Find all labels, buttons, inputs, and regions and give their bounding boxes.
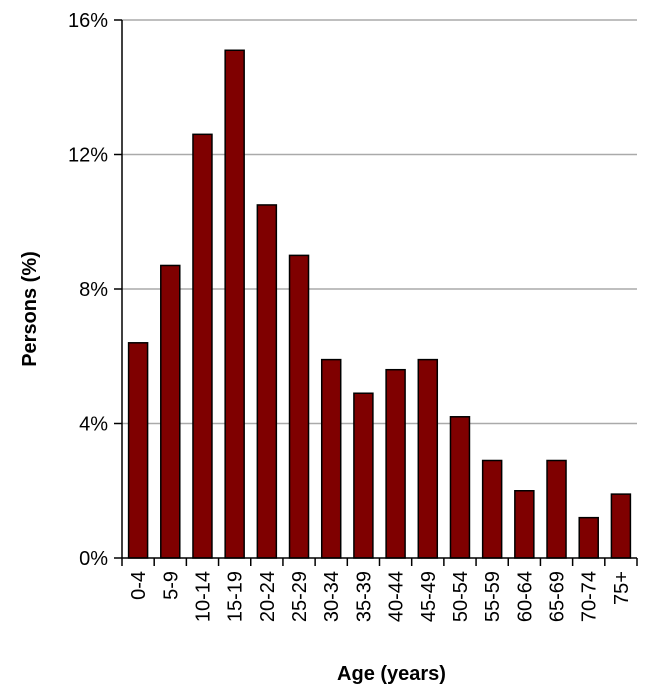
x-tick-label: 35-39 bbox=[353, 571, 375, 622]
x-tick-label: 15-19 bbox=[225, 571, 247, 622]
x-tick-label: 5-9 bbox=[160, 571, 182, 600]
x-tick-label: 50-54 bbox=[450, 571, 472, 622]
x-tick-label: 45-49 bbox=[418, 571, 440, 622]
bar-45-49 bbox=[417, 358, 439, 559]
bar-60-64 bbox=[514, 490, 535, 559]
y-tick-label: 8% bbox=[79, 279, 108, 301]
x-tick-label: 70-74 bbox=[579, 571, 601, 622]
y-axis-title: Persons (%) bbox=[19, 251, 41, 367]
x-tick-label: 55-59 bbox=[482, 571, 504, 622]
bar-20-24 bbox=[256, 204, 278, 559]
x-tick-label: 30-34 bbox=[321, 571, 343, 622]
bar-75+ bbox=[610, 493, 632, 559]
x-tick-label: 40-44 bbox=[386, 571, 408, 622]
x-tick-label: 65-69 bbox=[547, 571, 569, 622]
x-tick-label: 60-64 bbox=[514, 571, 536, 622]
bar-50-54 bbox=[449, 416, 471, 559]
bar-70-74 bbox=[578, 516, 599, 559]
bar-10-14 bbox=[192, 133, 213, 559]
y-tick-label: 12% bbox=[68, 145, 108, 167]
y-axis-ticks: 0% 4% 8% 12% 16% bbox=[68, 10, 122, 570]
x-tick-label: 10-14 bbox=[192, 571, 214, 622]
bar-0-4 bbox=[127, 342, 149, 559]
y-tick-label: 4% bbox=[79, 414, 108, 436]
x-axis-ticks: 0-4 5-9 10-14 15-19 20-24 25-29 30-34 35-39 40-4… bbox=[121, 558, 638, 622]
bars bbox=[127, 49, 632, 559]
bar-30-34 bbox=[320, 358, 342, 559]
x-tick-label: 0-4 bbox=[128, 571, 150, 600]
bar-35-39 bbox=[353, 392, 374, 559]
bar-25-29 bbox=[288, 254, 310, 559]
y-tick-label: 16% bbox=[68, 10, 108, 32]
bar-55-59 bbox=[481, 459, 503, 559]
x-tick-label: 25-29 bbox=[289, 571, 311, 622]
x-tick-label: 20-24 bbox=[257, 571, 279, 622]
y-tick-label: 0% bbox=[79, 548, 108, 570]
bar-40-44 bbox=[385, 368, 406, 559]
x-tick-label: 75+ bbox=[611, 571, 633, 605]
bar-5-9 bbox=[160, 264, 181, 559]
bar-15-19 bbox=[224, 49, 245, 559]
bar-65-69 bbox=[546, 459, 567, 559]
x-axis-title: Age (years) bbox=[337, 663, 446, 685]
